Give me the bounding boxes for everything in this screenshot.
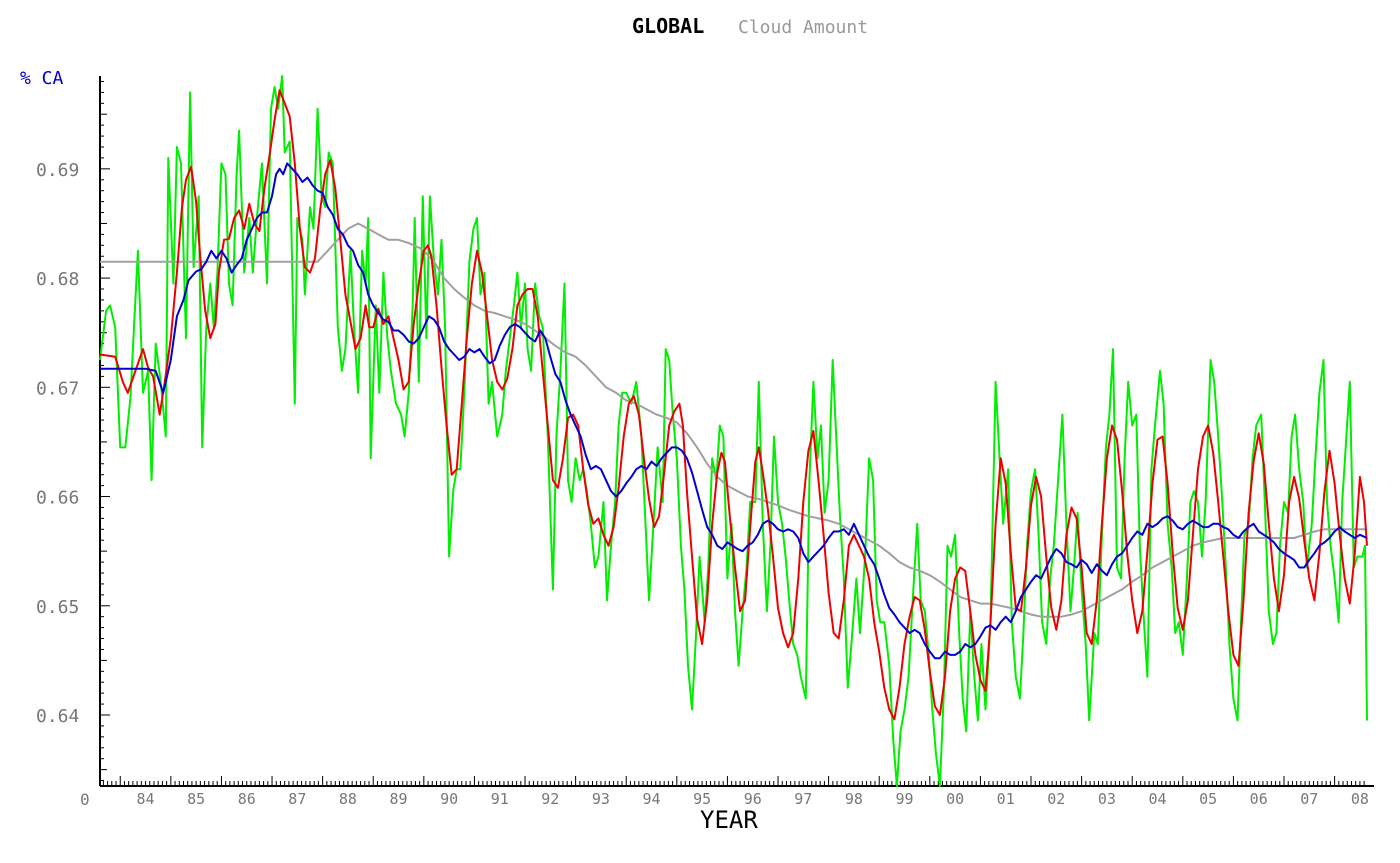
y-axis-ticks: 0.69 0.68 0.67 0.66 0.65 0.64: [36, 80, 110, 782]
x-tick-label: 91: [491, 790, 509, 808]
x-tick-label: 94: [642, 790, 660, 808]
x-tick-label: 84: [137, 790, 155, 808]
x-axis-label: YEAR: [700, 806, 758, 834]
x-axis-ticks: 84 85 86 87 88 89 90 91 92 93 94 95 96 97 98 99 00 01 02 03…: [102, 776, 1369, 808]
x-tick-label: 86: [238, 790, 256, 808]
x-tick-label: 95: [693, 790, 711, 808]
x-tick-label: 00: [946, 790, 964, 808]
origin-label: 0: [80, 790, 90, 809]
x-tick-label: 92: [541, 790, 559, 808]
chart-title-sub: Cloud Amount: [738, 17, 868, 38]
x-tick-label: 85: [187, 790, 205, 808]
x-tick-label: 96: [744, 790, 762, 808]
y-tick-label: 0.68: [36, 269, 79, 290]
x-tick-label: 90: [440, 790, 458, 808]
y-tick-label: 0.69: [36, 160, 79, 181]
x-tick-label: 98: [845, 790, 863, 808]
series-layer: [99, 75, 1368, 787]
y-axis-label: % CA: [20, 68, 64, 89]
y-tick-label: 0.64: [36, 706, 79, 727]
x-tick-label: 05: [1199, 790, 1217, 808]
x-tick-label: 97: [794, 790, 812, 808]
x-tick-label: 89: [390, 790, 408, 808]
series-line-smoothed: [99, 89, 1368, 721]
x-tick-label: 02: [1047, 790, 1065, 808]
x-tick-label: 04: [1148, 790, 1166, 808]
x-tick-label: 03: [1098, 790, 1116, 808]
x-tick-label: 88: [339, 790, 357, 808]
series-line-annual: [100, 162, 1368, 660]
y-tick-label: 0.65: [36, 597, 79, 618]
x-tick-label: 99: [895, 790, 913, 808]
x-tick-label: 87: [288, 790, 306, 808]
x-tick-label: 06: [1250, 790, 1268, 808]
y-tick-label: 0.67: [36, 378, 79, 399]
series-line-long-term: [100, 222, 1367, 618]
x-tick-label: 93: [592, 790, 610, 808]
y-tick-label: 0.66: [36, 488, 79, 509]
chart-title-main: GLOBAL: [632, 14, 704, 38]
x-tick-label: 07: [1300, 790, 1318, 808]
x-tick-label: 01: [997, 790, 1015, 808]
x-tick-label: 08: [1351, 790, 1369, 808]
series-line-monthly: [99, 75, 1368, 787]
